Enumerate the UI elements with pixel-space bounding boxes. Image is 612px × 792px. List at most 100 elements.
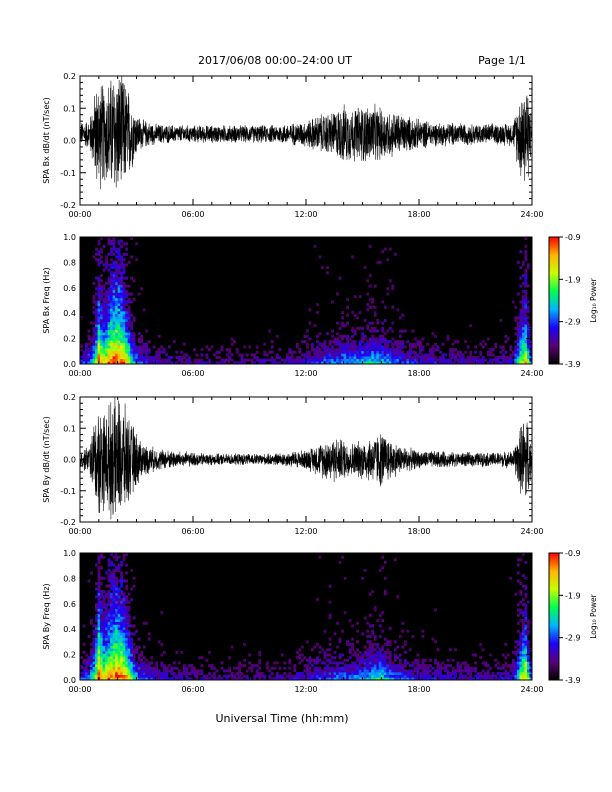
spectrogram-cell [511,658,515,662]
spectrogram-cell [112,574,116,578]
spectrogram-cell [125,326,129,330]
spectrogram-cell [521,281,525,285]
spectrogram-cell [366,292,370,296]
spectrogram-cell [157,677,161,681]
spectrogram-cell [408,677,412,681]
spectrogram-cell [107,348,111,352]
spectrogram-cell [100,613,103,617]
spectrogram-cell [112,244,116,248]
spectrogram-cell [127,677,131,681]
spectrogram-cell [509,677,513,681]
spectrogram-cell [356,353,360,357]
spectrogram-cell [117,276,121,280]
spectrogram-cell [386,258,390,262]
spectrogram-cell [363,358,367,362]
spectrogram-cell [363,350,367,354]
spectrogram-cell [120,305,123,309]
spectrogram-cell [115,616,118,620]
spectrogram-cell [90,669,93,673]
spectrogram-cell [454,358,457,362]
spectrogram-cell [393,361,397,365]
spectrogram-cell [368,642,372,646]
spectrogram-cell [107,289,111,293]
spectrogram-cell [426,353,430,357]
spectrogram-cell [511,650,515,654]
spectrogram-cell [172,661,176,665]
spectrogram-cell [516,603,520,607]
spectrogram-cell [112,627,116,631]
spectrogram-cell [449,664,452,668]
spectrogram-cell [117,340,121,344]
spectrogram-cell [326,348,329,352]
spectrogram-cell [122,319,126,322]
spectrogram-cell [454,669,457,673]
spectrogram-cell [378,353,382,357]
spectrogram-cell [285,353,289,357]
spectrogram-cell [449,648,452,652]
spectrogram-cell [343,324,347,328]
spectrogram-cell [316,348,319,352]
spectrogram-cell [526,324,530,328]
spectrogram-cell [290,358,294,362]
spectrogram-cell [95,635,98,638]
spectrogram-cell [434,361,437,365]
spectrogram-cell [328,648,332,652]
spectrogram-cell [117,677,121,681]
spectrogram-cell [514,666,518,670]
spectrogram-cell [524,356,528,360]
spectrogram-cell [426,358,430,362]
spectrogram-cell [100,621,103,625]
spectrogram-cell [336,353,339,357]
spectrogram-cell [524,348,528,352]
spectrogram-cell [87,672,91,676]
spectrogram-cell [521,621,525,625]
spectrogram-cell [386,666,390,670]
spectrogram-cell [424,674,427,678]
spectrogram-cell [328,669,332,673]
spectrogram-cell [368,672,372,676]
spectrogram-cell [338,637,342,641]
spectrogram-cell [416,358,420,362]
spectrogram-cell [117,624,121,628]
spectrogram-cell [132,664,136,668]
spectrogram-cell [102,576,106,580]
spectrogram-cell [386,677,390,681]
spectrogram-cell [122,324,126,328]
spectrogram-cell [366,661,370,665]
spectrogram-cell [431,677,435,681]
spectrogram-cell [419,358,422,362]
spectrogram-cell [135,645,139,649]
spectrogram-cell [117,300,121,304]
spectrogram-cell [125,316,129,320]
spectrogram-cell [87,677,91,681]
spectrogram-cell [378,672,382,676]
spectrogram-cell [351,358,355,362]
spectrogram-cell [218,677,221,681]
spectrogram-cell [127,658,131,662]
spectrogram-cell [117,247,121,251]
spectrogram-cell [519,358,523,362]
spectrogram-cell [456,664,460,668]
spectrogram-cell [378,677,382,681]
spectrogram-cell [125,334,129,338]
spectrogram-cell [321,661,324,665]
spectrogram-cell [238,361,242,365]
spectrogram-cell [336,361,339,365]
spectrogram-cell [351,334,355,338]
spectrogram-cell [238,674,242,678]
spectrogram-cell [316,361,319,365]
spectrogram-cell [376,260,380,264]
spectrogram-cell [521,584,525,588]
spectrogram-cell [303,669,307,673]
spectrogram-cell [125,672,129,676]
spectrogram-cell [519,326,523,330]
spectrogram-cell [110,642,113,646]
spectrogram-cell [368,661,372,665]
spectrogram-cell [112,640,116,644]
spectrogram-cell [363,669,367,673]
spectrogram-cell [524,319,528,322]
spectrogram-cell [496,677,500,681]
spectrogram-cell [250,361,254,365]
spectrogram-cell [122,592,126,596]
spectrogram-cell [411,342,415,346]
